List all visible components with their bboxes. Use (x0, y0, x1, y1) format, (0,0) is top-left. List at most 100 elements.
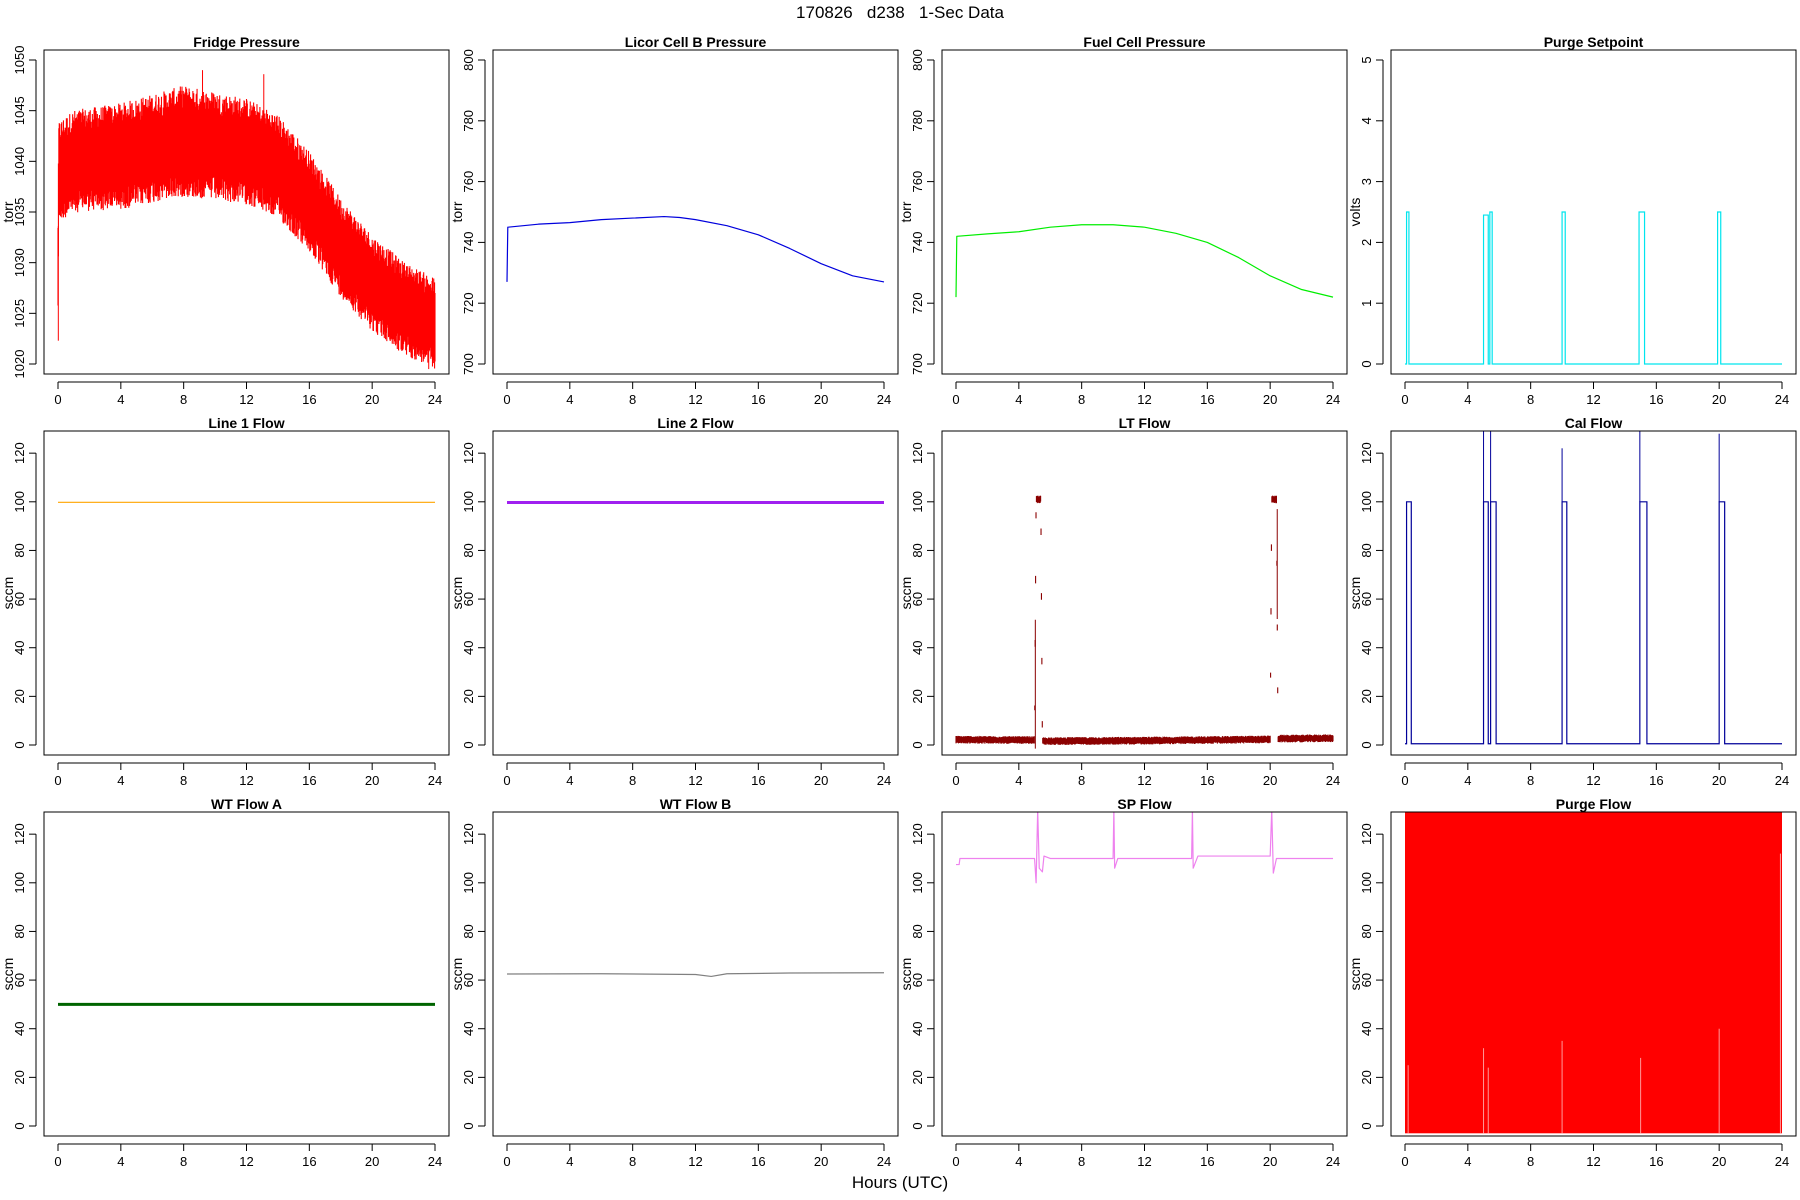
lt-flow-y-tick-label: 20 (910, 689, 925, 703)
lt-flow-x-axis: 0 4 8 12 16 20 24 (952, 762, 1340, 788)
line-1-flow-y-tick-label: 40 (12, 640, 27, 654)
purge-setpoint-y-tick-label: 4 (1359, 117, 1374, 124)
purge-flow-ylabel: sccm (1347, 958, 1363, 991)
fuel-cell-pressure-data (955, 224, 1334, 298)
licor-cell-b-pressure-ylabel: torr (449, 201, 465, 222)
sp-flow-y-tick-label: 20 (910, 1070, 925, 1084)
line-2-flow-x-tick-label: 20 (814, 773, 828, 788)
cal-flow-x-tick-label: 20 (1712, 773, 1726, 788)
wt-flow-b-x-tick-label: 12 (688, 1154, 702, 1169)
purge-setpoint-data (1405, 211, 1782, 365)
purge-setpoint-ylabel: volts (1347, 198, 1363, 227)
fuel-cell-pressure-x-tick-label: 16 (1200, 392, 1214, 407)
sp-flow-y-tick-label: 40 (910, 1021, 925, 1035)
wt-flow-b-y-tick-label: 80 (461, 924, 476, 938)
line-1-flow-y-tick-label: 20 (12, 689, 27, 703)
lt-flow-x-tick-label: 20 (1263, 773, 1277, 788)
fridge-pressure-data (57, 70, 436, 370)
wt-flow-b-y-tick-label: 0 (461, 1122, 476, 1129)
sp-flow-x-tick-label: 8 (1078, 1154, 1085, 1169)
line-2-flow-y-tick-label: 100 (461, 491, 476, 513)
fridge-pressure-x-tick-label: 8 (180, 392, 187, 407)
lt-flow-ylabel: sccm (898, 577, 914, 610)
fuel-cell-pressure-x-tick-label: 0 (952, 392, 959, 407)
line-2-flow-x-tick-label: 8 (629, 773, 636, 788)
panel-wt-flow-a: WT Flow A 0 4 8 12 16 20 24 0 20 40 60 80 100 120 sccm (0, 796, 450, 1169)
wt-flow-a-x-tick-label: 12 (239, 1154, 253, 1169)
purge-flow-series (1405, 812, 1782, 1134)
line-1-flow-y-tick-label: 60 (12, 592, 27, 606)
purge-setpoint-series (1405, 211, 1782, 365)
purge-setpoint-x-tick-label: 12 (1586, 392, 1600, 407)
wt-flow-b-x-tick-label: 0 (503, 1154, 510, 1169)
purge-flow-y-tick-label: 40 (1359, 1021, 1374, 1035)
fridge-pressure-ylabel: torr (0, 201, 16, 222)
lt-flow-x-tick-label: 12 (1137, 773, 1151, 788)
line-1-flow-x-tick-label: 0 (54, 773, 61, 788)
purge-setpoint-y-axis: 0 1 2 3 4 5 (1359, 56, 1384, 368)
fridge-pressure-y-tick-label: 1020 (12, 350, 27, 379)
purge-flow-y-tick-label: 100 (1359, 872, 1374, 894)
wt-flow-b-x-tick-label: 24 (877, 1154, 891, 1169)
cal-flow-x-tick-label: 0 (1401, 773, 1408, 788)
cal-flow-y-tick-label: 40 (1359, 640, 1374, 654)
line-1-flow-y-tick-label: 80 (12, 543, 27, 557)
fridge-pressure-y-axis: 1020 1025 1030 1035 1040 1045 1050 (12, 46, 37, 379)
licor-cell-b-pressure-x-axis: 0 4 8 12 16 20 24 (503, 381, 891, 407)
line-2-flow-x-axis: 0 4 8 12 16 20 24 (503, 762, 891, 788)
fuel-cell-pressure-frame (941, 49, 1348, 375)
purge-setpoint-y-tick-label: 2 (1359, 239, 1374, 246)
wt-flow-a-y-tick-label: 60 (12, 973, 27, 987)
wt-flow-a-x-tick-label: 24 (428, 1154, 442, 1169)
fuel-cell-pressure-x-tick-label: 24 (1326, 392, 1340, 407)
licor-cell-b-pressure-series (506, 215, 885, 283)
purge-setpoint-x-tick-label: 20 (1712, 392, 1726, 407)
purge-flow-y-axis: 0 20 40 60 80 100 120 (1359, 823, 1384, 1130)
purge-flow-x-axis: 0 4 8 12 16 20 24 (1401, 1143, 1789, 1169)
purge-flow-x-tick-label: 0 (1401, 1154, 1408, 1169)
wt-flow-b-series (506, 972, 885, 978)
purge-setpoint-x-tick-label: 0 (1401, 392, 1408, 407)
wt-flow-b-y-tick-label: 100 (461, 872, 476, 894)
panel-cal-flow: Cal Flow 0 4 8 12 16 20 24 0 20 40 60 80 100 120 sccm (1347, 415, 1797, 788)
wt-flow-b-x-tick-label: 16 (751, 1154, 765, 1169)
fridge-pressure-y-tick-label: 1035 (12, 198, 27, 227)
licor-cell-b-pressure-y-tick-label: 800 (461, 49, 476, 71)
line-1-flow-y-tick-label: 0 (12, 741, 27, 748)
line-2-flow-y-tick-label: 120 (461, 442, 476, 464)
purge-setpoint-y-tick-label: 1 (1359, 300, 1374, 307)
licor-cell-b-pressure-x-tick-label: 4 (566, 392, 573, 407)
wt-flow-a-y-tick-label: 80 (12, 924, 27, 938)
fuel-cell-pressure-y-tick-label: 740 (910, 232, 925, 254)
licor-cell-b-pressure-y-tick-label: 780 (461, 110, 476, 132)
line-1-flow-x-tick-label: 8 (180, 773, 187, 788)
fridge-pressure-y-tick-label: 1025 (12, 299, 27, 328)
line-1-flow-title: Line 1 Flow (208, 415, 284, 431)
line-2-flow-x-tick-label: 16 (751, 773, 765, 788)
wt-flow-b-x-tick-label: 20 (814, 1154, 828, 1169)
licor-cell-b-pressure-x-tick-label: 12 (688, 392, 702, 407)
sp-flow-y-tick-label: 60 (910, 973, 925, 987)
lt-flow-y-tick-label: 0 (910, 741, 925, 748)
purge-flow-title: Purge Flow (1556, 796, 1632, 812)
fuel-cell-pressure-series (955, 224, 1334, 298)
licor-cell-b-pressure-y-tick-label: 700 (461, 353, 476, 375)
sp-flow-x-tick-label: 0 (952, 1154, 959, 1169)
wt-flow-b-y-tick-label: 60 (461, 973, 476, 987)
wt-flow-b-y-tick-label: 40 (461, 1021, 476, 1035)
purge-setpoint-x-tick-label: 4 (1464, 392, 1471, 407)
lt-flow-y-tick-label: 100 (910, 491, 925, 513)
line-2-flow-y-tick-label: 60 (461, 592, 476, 606)
lt-flow-data (955, 495, 1334, 749)
purge-flow-y-tick-label: 60 (1359, 973, 1374, 987)
cal-flow-series (1404, 501, 1783, 745)
line-2-flow-x-tick-label: 24 (877, 773, 891, 788)
wt-flow-a-y-tick-label: 0 (12, 1122, 27, 1129)
sp-flow-x-tick-label: 16 (1200, 1154, 1214, 1169)
wt-flow-a-x-tick-label: 4 (117, 1154, 124, 1169)
fridge-pressure-x-tick-label: 20 (365, 392, 379, 407)
fuel-cell-pressure-ylabel: torr (898, 201, 914, 222)
lt-flow-y-tick-label: 60 (910, 592, 925, 606)
purge-setpoint-y-tick-label: 3 (1359, 178, 1374, 185)
